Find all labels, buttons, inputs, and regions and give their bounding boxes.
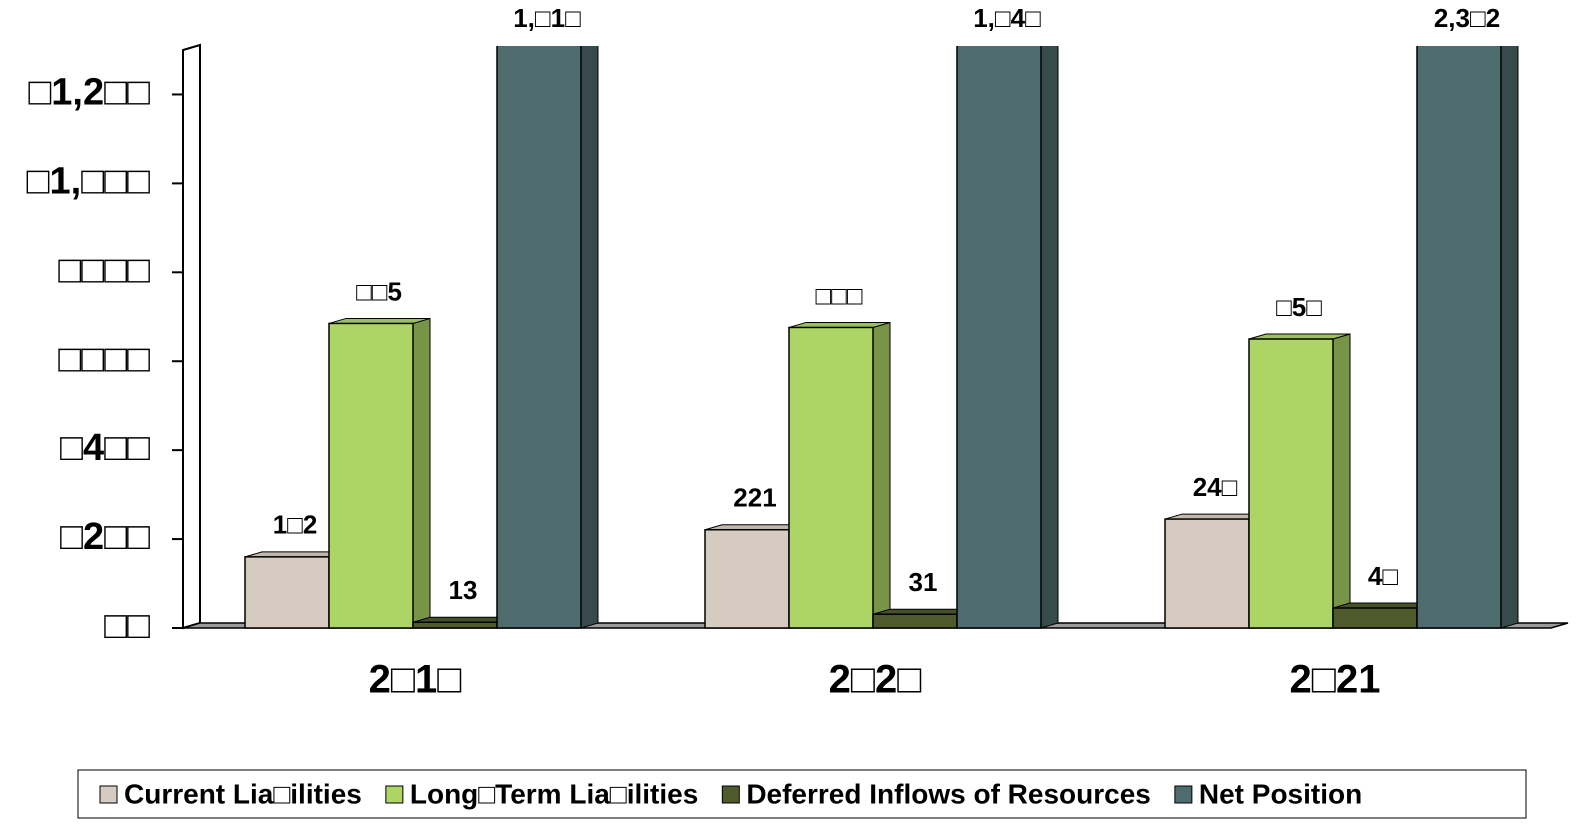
bar-front <box>872 613 958 629</box>
y-tick-label: □□ <box>104 605 150 647</box>
bar-side <box>412 317 431 629</box>
data-label: 2,3□2 <box>1434 3 1500 33</box>
bar-front <box>956 46 1042 629</box>
y-tick-label: □□□□ <box>58 249 150 291</box>
axis-wall <box>182 43 201 630</box>
y-tick-label: □1,2□□ <box>28 71 150 113</box>
legend-box <box>77 769 1527 819</box>
legend-swatch <box>99 785 118 804</box>
data-label: 4□ <box>1368 561 1398 591</box>
y-tick-label: □□□□ <box>58 338 150 380</box>
bar-front <box>1164 518 1250 629</box>
bar-front <box>496 46 582 629</box>
bar-side <box>1040 46 1059 629</box>
bar-front <box>412 621 498 629</box>
legend-swatch <box>721 785 740 804</box>
bar-front <box>1416 46 1502 629</box>
y-tick-label: □4□□ <box>60 427 150 469</box>
data-label: □□5 <box>356 276 402 306</box>
y-tick-label: □1,□□□ <box>27 160 151 202</box>
bar-side <box>1332 333 1351 629</box>
data-label: 1,□1□ <box>513 3 581 33</box>
data-label: □□□ <box>815 280 862 310</box>
data-label: 1,□4□ <box>973 3 1041 33</box>
data-label: 221 <box>733 483 776 513</box>
legend-label: Deferred Inflows of Resources <box>746 778 1151 809</box>
x-tick-label: 2□21 <box>1290 658 1381 702</box>
data-label: 31 <box>909 567 938 597</box>
data-label: □5□ <box>1276 292 1322 322</box>
x-tick-label: 2□2□ <box>829 658 922 702</box>
x-tick-label: 2□1□ <box>369 658 462 702</box>
bar <box>788 321 891 629</box>
legend-swatch <box>385 785 404 804</box>
plot <box>244 46 1519 629</box>
bar-front <box>244 556 330 629</box>
bar-front <box>1248 338 1334 629</box>
legend-label: Net Position <box>1199 778 1362 809</box>
data-label: 24□ <box>1193 472 1238 502</box>
bar-front <box>788 326 874 629</box>
bar <box>1416 46 1519 629</box>
bar <box>1248 333 1351 629</box>
data-label: 1□2 <box>273 510 318 540</box>
y-tick-label: □2□□ <box>60 516 150 558</box>
legend-swatch <box>1174 785 1193 804</box>
bar <box>956 46 1059 629</box>
bar-front <box>704 528 790 629</box>
bar-side <box>872 321 891 629</box>
bar <box>496 46 599 629</box>
legend-label: Long□Term Lia□ilities <box>410 778 698 809</box>
data-label: 13 <box>449 575 478 605</box>
bar-front <box>328 322 414 629</box>
bar-side <box>580 46 599 629</box>
legend-label: Current Lia□ilities <box>124 778 362 809</box>
bar-side <box>1500 46 1519 629</box>
bar-front <box>1332 607 1418 629</box>
bar <box>328 317 431 629</box>
